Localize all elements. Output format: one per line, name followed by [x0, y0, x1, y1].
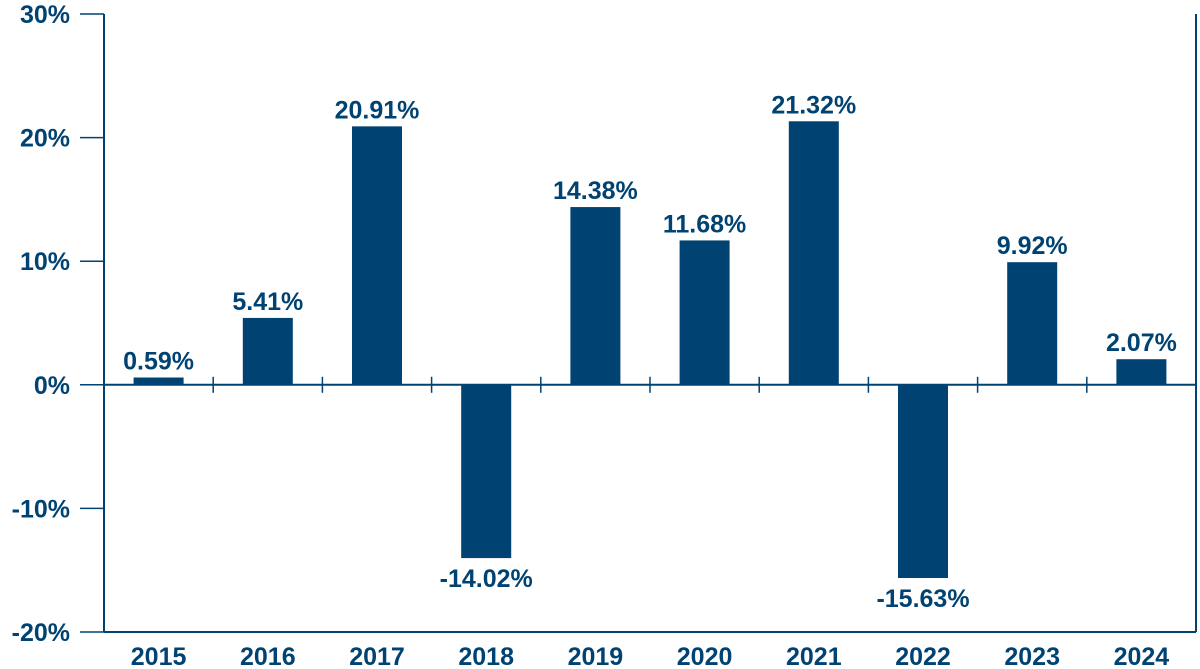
- data-label-2019: 14.38%: [553, 177, 638, 205]
- x-tick-label: 2024: [1114, 643, 1170, 669]
- y-tick-label: 10%: [20, 248, 70, 276]
- y-tick-label: -10%: [12, 495, 70, 523]
- data-label-2017: 20.91%: [335, 96, 420, 124]
- x-tick-label: 2020: [677, 643, 733, 669]
- bar-2024: [1116, 359, 1167, 385]
- y-tick-label: 0%: [34, 372, 70, 400]
- bar-2018: [461, 384, 512, 559]
- bar-2016: [242, 317, 293, 385]
- data-label-2021: 21.32%: [771, 91, 856, 119]
- bar-2019: [570, 207, 621, 385]
- data-labels-group: 0.59% 5.41% 20.91% -14.02% 14.38% 11.68% 21.32…: [123, 91, 1177, 613]
- x-tick-label: 2021: [786, 643, 842, 669]
- data-label-2018: -14.02%: [440, 565, 533, 593]
- bar-2020: [679, 240, 730, 385]
- bar-2022: [898, 384, 948, 578]
- data-label-2023: 9.92%: [997, 232, 1068, 260]
- data-label-2015: 0.59%: [123, 348, 194, 376]
- x-tick-label: 2023: [1004, 643, 1060, 669]
- y-tick-label: -20%: [12, 619, 70, 647]
- y-tick-label: 30%: [20, 1, 70, 29]
- x-tick-label: 2022: [895, 643, 951, 669]
- bar-2015: [133, 377, 184, 385]
- bar-2021: [788, 121, 839, 385]
- data-label-2024: 2.07%: [1106, 329, 1177, 357]
- data-label-2022: -15.63%: [876, 585, 969, 613]
- bar-2017: [352, 126, 402, 385]
- y-tick-label: 20%: [20, 125, 70, 153]
- bar-2023: [1007, 262, 1058, 385]
- data-label-2016: 5.41%: [232, 288, 303, 316]
- x-tick-label: 2015: [131, 643, 187, 669]
- data-label-2020: 11.68%: [663, 210, 746, 238]
- bars-group: [133, 121, 1167, 578]
- x-tick-label: 2017: [349, 643, 405, 669]
- x-tick-label: 2018: [458, 643, 514, 669]
- x-tick-label: 2019: [568, 643, 624, 669]
- x-tick-label: 2016: [240, 643, 296, 669]
- y-axis: 30% 20% 10% 0% -10% -20%: [12, 1, 104, 647]
- x-axis: 2015 2016 2017 2018 2019 2020 2021 2022 2023 2024: [131, 376, 1170, 669]
